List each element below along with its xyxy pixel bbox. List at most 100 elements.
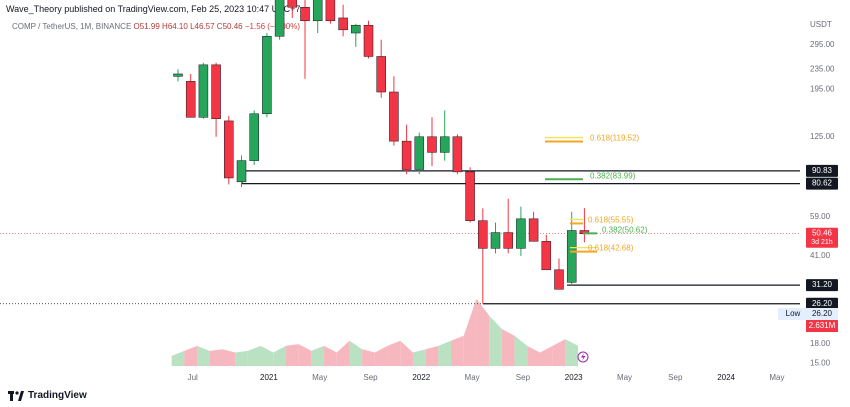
volume-segment <box>285 344 299 366</box>
symbol-info: COMP / TetherUS, 1M, BINANCE O51.99 H64.… <box>12 22 300 31</box>
candle-body[interactable] <box>427 136 437 153</box>
y-tick-label: 41.00 <box>810 251 831 260</box>
volume-segment <box>552 339 566 366</box>
candle-body[interactable] <box>325 0 336 22</box>
candle-body[interactable] <box>224 120 234 179</box>
candle-body[interactable] <box>312 0 323 22</box>
volume-segment <box>400 340 413 366</box>
current-price-tag <box>806 227 838 248</box>
volume-segment <box>527 345 540 366</box>
volume-segment <box>463 298 477 366</box>
y-tick-label: 235.00 <box>810 64 835 73</box>
volume-segment <box>324 345 337 366</box>
price-change: −1.56 (−3.00%) <box>244 22 300 31</box>
ohlc-c: C50.46 <box>216 22 243 31</box>
candle-body[interactable] <box>211 64 221 119</box>
candle-body[interactable] <box>541 241 552 271</box>
candle-body[interactable] <box>351 24 361 34</box>
volume-segment <box>336 340 350 366</box>
symbol-name: COMP / TetherUS, 1M, BINANCE <box>12 22 132 31</box>
candle-body[interactable] <box>363 24 374 57</box>
x-tick-label: May <box>617 373 632 382</box>
volume-segment <box>539 345 553 366</box>
fib-label: 0.382(83.99) <box>590 171 636 180</box>
candle-body[interactable] <box>516 218 526 249</box>
candle-body[interactable] <box>465 171 475 221</box>
candle-body[interactable] <box>528 218 539 242</box>
fib-label: 0.382(50.62) <box>602 225 648 234</box>
bar-countdown: 3d 21h <box>811 239 833 246</box>
volume-segment <box>247 345 261 366</box>
candle-body[interactable] <box>287 0 298 8</box>
candle-body[interactable] <box>490 232 501 249</box>
low-label-bg <box>778 308 808 320</box>
candle-body[interactable] <box>376 56 386 93</box>
volume-segment <box>235 350 248 366</box>
candle-body[interactable] <box>198 64 209 118</box>
x-tick-label: 2022 <box>412 373 430 382</box>
ohlc-h: H64.10 <box>162 22 188 31</box>
candle-body[interactable] <box>452 136 463 173</box>
y-tick-label: 59.00 <box>810 212 831 221</box>
level-price-tag-label: 90.83 <box>812 166 833 175</box>
x-tick-label: 2024 <box>717 373 735 382</box>
volume-segment <box>374 345 388 366</box>
level-price-tag <box>806 164 838 177</box>
volume-segment <box>451 335 464 366</box>
volume-segment <box>476 298 490 366</box>
volume-segment <box>501 329 515 366</box>
fib-label: 0.618(55.55) <box>588 216 634 225</box>
current-price-label: 50.46 <box>812 228 833 237</box>
lightning-icon <box>581 353 586 361</box>
low-label: Low <box>786 309 801 318</box>
candle-body[interactable] <box>389 91 399 142</box>
volume-segment <box>273 345 286 366</box>
tradingview-logo[interactable]: TradingView <box>8 390 87 401</box>
volume-segment <box>184 345 198 366</box>
candle-body[interactable] <box>262 36 272 115</box>
fib-label: 0.618(42.68) <box>588 244 634 253</box>
volume-tag <box>806 320 838 332</box>
publisher-header: Wave_Theory published on TradingView.com… <box>6 4 301 14</box>
candle-body[interactable] <box>249 113 259 161</box>
candle-body[interactable] <box>566 230 577 283</box>
x-tick-label: Sep <box>363 373 378 382</box>
level-price-tag <box>806 177 838 190</box>
candle-body[interactable] <box>274 0 285 37</box>
y-tick-label: 18.00 <box>810 339 831 348</box>
ohlc-o: O51.99 <box>133 22 160 31</box>
x-tick-label: May <box>312 373 327 382</box>
level-price-tag-label: 26.20 <box>812 299 833 308</box>
candle-body[interactable] <box>478 220 488 249</box>
candle-body[interactable] <box>503 232 513 249</box>
volume-tag-label: 2.631M <box>809 321 836 330</box>
candle-body[interactable] <box>554 269 564 290</box>
volume-segment <box>197 345 210 366</box>
volume-segment <box>298 344 312 366</box>
y-axis-currency: USDT <box>810 20 832 29</box>
candle-body[interactable] <box>414 136 425 170</box>
y-tick-label: 195.00 <box>810 84 835 93</box>
volume-segment <box>425 345 439 366</box>
x-tick-label: May <box>769 373 784 382</box>
volume-segment <box>311 345 325 366</box>
tradingview-logo-icon <box>8 390 24 401</box>
x-tick-label: Sep <box>668 373 683 382</box>
candle-body[interactable] <box>173 73 183 77</box>
candle-body[interactable] <box>236 160 247 183</box>
level-price-tag-label: 31.20 <box>812 280 833 289</box>
candle-body[interactable] <box>300 6 310 22</box>
candle-body[interactable] <box>185 81 196 118</box>
volume-segment <box>565 339 579 366</box>
volume-segment <box>438 340 452 366</box>
volume-segment <box>349 340 363 366</box>
candle-body[interactable] <box>401 140 412 170</box>
candle-body[interactable] <box>439 136 450 153</box>
candle-body[interactable] <box>338 17 348 31</box>
x-tick-label: Sep <box>516 373 531 382</box>
volume-segment <box>412 349 426 366</box>
volume-segment <box>171 350 185 366</box>
ohlc-l: L46.57 <box>190 22 215 31</box>
tradingview-brand: TradingView <box>28 390 87 401</box>
